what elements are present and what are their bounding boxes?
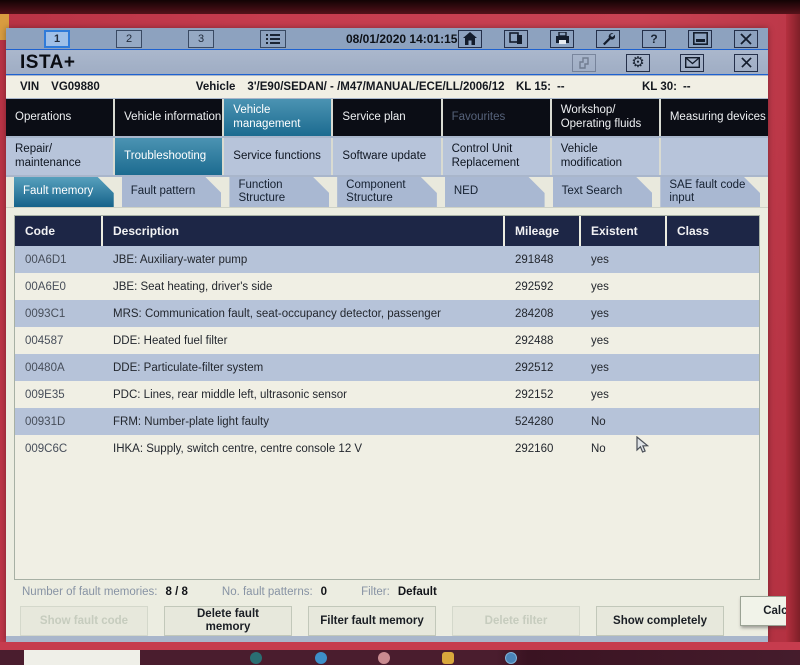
menu-empty-cell — [660, 138, 768, 175]
table-row[interactable]: 009E35 PDC: Lines, rear middle left, ult… — [15, 381, 759, 408]
session-bar: 1 2 3 08/01/2020 14:01:15 — [6, 28, 768, 50]
troubleshooting-tabs: Fault memory Fault pattern Function Stru… — [6, 177, 768, 207]
home-icon[interactable] — [458, 29, 482, 48]
fault-table: Code Description Mileage Existent Class … — [14, 215, 760, 580]
tab-component-structure[interactable]: Component Structure — [337, 177, 437, 207]
table-row[interactable]: 004587 DDE: Heated fuel filter 292488 ye… — [15, 327, 759, 354]
filter-fault-memory-button[interactable]: Filter fault memory — [308, 606, 436, 636]
sub-menu: Repair/ maintenance Troubleshooting Serv… — [6, 138, 768, 175]
col-header-mileage: Mileage — [505, 216, 581, 246]
ista-window: 1 2 3 08/01/2020 14:01:15 — [6, 28, 800, 642]
monitor-bezel-right — [786, 14, 800, 665]
kl30-value: -- — [682, 81, 691, 93]
page-title: ISTA+ — [20, 51, 76, 73]
title-bar: ISTA+ ⚙ — [6, 51, 768, 75]
delete-filter-button[interactable]: Delete filter — [452, 606, 580, 636]
photo-artifact — [0, 14, 9, 40]
kl15-label: KL 15: — [516, 81, 551, 93]
tab-text-search[interactable]: Text Search — [553, 177, 653, 207]
table-row[interactable]: 00931D FRM: Number-plate light faulty 52… — [15, 408, 759, 435]
monitor-icon[interactable] — [688, 29, 712, 48]
tab-sae-fault-code-input[interactable]: SAE fault code input — [660, 177, 760, 207]
main-menu: Operations Vehicle information Vehicle m… — [6, 99, 768, 136]
content-panel: Code Description Mileage Existent Class … — [6, 207, 800, 636]
col-header-description: Description — [103, 216, 505, 246]
action-buttons: Show fault code Delete fault memory Filt… — [20, 596, 800, 636]
menu-operations[interactable]: Operations — [6, 99, 114, 136]
gear-icon[interactable]: ⚙ — [626, 53, 650, 72]
taskbar-app-icon-4[interactable] — [442, 652, 454, 664]
taskbar-app-icon-3[interactable] — [378, 652, 390, 664]
table-row[interactable]: 00A6E0 JBE: Seat heating, driver's side … — [15, 273, 759, 300]
menu-vehicle-management[interactable]: Vehicle management — [224, 99, 332, 136]
close-icon[interactable] — [734, 29, 758, 48]
tab-fault-memory[interactable]: Fault memory — [14, 177, 114, 207]
status-bar: Number of fault memories: 8 / 8 No. faul… — [22, 586, 437, 598]
filter-label: Filter: — [361, 586, 390, 598]
menu-control-unit-replacement[interactable]: Control Unit Replacement — [442, 138, 550, 175]
menu-measuring-devices[interactable]: Measuring devices — [660, 99, 768, 136]
session-tab-3[interactable]: 3 — [188, 29, 214, 48]
help-icon[interactable]: ? — [642, 29, 666, 48]
menu-vehicle-information[interactable]: Vehicle information — [115, 99, 223, 136]
filter-value: Default — [397, 586, 437, 598]
session-tab-2[interactable]: 2 — [116, 29, 142, 48]
session-tab-1[interactable]: 1 — [44, 29, 70, 48]
taskbar-app-icon-1[interactable] — [250, 652, 262, 664]
col-header-class: Class — [677, 224, 710, 238]
menu-vehicle-modification[interactable]: Vehicle modification — [551, 138, 659, 175]
table-row[interactable]: 00A6D1 JBE: Auxiliary-water pump 291848 … — [15, 246, 759, 273]
table-row[interactable]: 0093C1 MRS: Communication fault, seat-oc… — [15, 300, 759, 327]
kl30-label: KL 30: — [642, 81, 677, 93]
fault-patterns-label: No. fault patterns: — [221, 586, 313, 598]
devices-icon[interactable] — [504, 29, 528, 48]
menu-favourites: Favourites — [442, 99, 550, 136]
printer-icon[interactable] — [550, 29, 574, 48]
tab-ned[interactable]: NED — [445, 177, 545, 207]
fault-memories-label: Number of fault memories: — [22, 586, 158, 598]
close-window-icon[interactable] — [734, 53, 758, 72]
fault-patterns-value: 0 — [320, 586, 328, 598]
table-row[interactable]: 009C6C IHKA: Supply, switch centre, cent… — [15, 435, 759, 462]
desktop-strip — [0, 642, 800, 650]
vin-label: VIN — [20, 81, 40, 93]
monitor-bezel-top — [0, 0, 800, 14]
tab-function-structure[interactable]: Function Structure — [229, 177, 329, 207]
fault-memories-value: 8 / 8 — [165, 586, 188, 598]
connection-icon — [572, 53, 596, 72]
menu-service-functions[interactable]: Service functions — [224, 138, 332, 175]
vehicle-value: 3'/E90/SEDAN/ - /M47/MANUAL/ECE/LL/2006/… — [247, 81, 505, 93]
session-tabs: 1 2 3 — [44, 29, 214, 48]
col-header-code: Code — [15, 216, 103, 246]
taskbar-window-button[interactable] — [24, 650, 140, 665]
show-completely-button[interactable]: Show completely — [596, 606, 724, 636]
col-header-existent: Existent — [581, 216, 667, 246]
menu-troubleshooting[interactable]: Troubleshooting — [115, 138, 223, 175]
menu-workshop-operating-fluids[interactable]: Workshop/ Operating fluids — [551, 99, 659, 136]
vin-value: VG09880 — [51, 81, 100, 93]
wrench-icon[interactable] — [596, 29, 620, 48]
menu-repair-maintenance[interactable]: Repair/ maintenance — [6, 138, 114, 175]
vin-bar: VIN VG09880 Vehicle 3'/E90/SEDAN/ - /M47… — [6, 76, 768, 98]
mail-icon[interactable] — [680, 53, 704, 72]
kl15-value: -- — [556, 81, 565, 93]
menu-service-plan[interactable]: Service plan — [333, 99, 441, 136]
taskbar-globe-icon[interactable] — [505, 652, 517, 664]
taskbar — [0, 650, 800, 665]
vehicle-label: Vehicle — [195, 81, 236, 93]
mouse-cursor — [636, 435, 650, 457]
datetime: 08/01/2020 14:01:15 — [346, 31, 458, 46]
show-fault-code-button[interactable]: Show fault code — [20, 606, 148, 636]
session-list-icon[interactable] — [260, 29, 286, 48]
taskbar-app-icon-2[interactable] — [315, 652, 327, 664]
menu-software-update[interactable]: Software update — [333, 138, 441, 175]
delete-fault-memory-button[interactable]: Delete fault memory — [164, 606, 292, 636]
table-header: Code Description Mileage Existent Class — [15, 216, 759, 246]
tab-fault-pattern[interactable]: Fault pattern — [122, 177, 222, 207]
table-row[interactable]: 00480A DDE: Particulate-filter system 29… — [15, 354, 759, 381]
